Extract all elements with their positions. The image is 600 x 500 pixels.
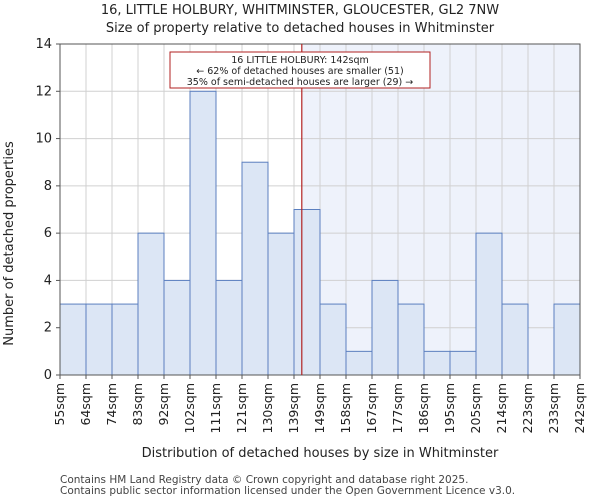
y-tick-label: 0 <box>44 368 52 383</box>
histogram-bar <box>137 232 165 376</box>
x-tick-label: 130sqm <box>260 383 275 433</box>
histogram-bar <box>397 303 425 376</box>
y-tick-label: 4 <box>44 273 52 288</box>
annotation-box <box>169 51 431 89</box>
x-tick-label: 195sqm <box>442 383 457 433</box>
histogram-bar <box>215 279 243 376</box>
x-tick-label: 242sqm <box>572 383 587 433</box>
histogram-bar <box>59 303 87 376</box>
chart-title: 16, LITTLE HOLBURY, WHITMINSTER, GLOUCES… <box>100 3 500 18</box>
y-tick-label: 6 <box>44 226 52 241</box>
histogram-bar <box>371 279 399 376</box>
histogram-bar <box>345 350 373 376</box>
x-tick-label: 55sqm <box>52 383 67 426</box>
histogram-bar <box>293 209 321 376</box>
x-tick-label: 149sqm <box>312 383 327 433</box>
annotation-line: 35% of semi-detached houses are larger (… <box>187 77 414 88</box>
histogram-bar <box>241 161 269 376</box>
histogram-bar <box>319 303 347 376</box>
x-tick-label: 102sqm <box>182 383 197 433</box>
histogram-bar <box>449 350 477 376</box>
highlight-region <box>301 44 580 375</box>
annotation-line: ← 62% of detached houses are smaller (51… <box>196 66 403 77</box>
chart-subtitle: Size of property relative to detached ho… <box>105 21 495 36</box>
y-tick-label: 14 <box>35 37 52 52</box>
histogram-bar <box>475 232 503 376</box>
x-tick-label: 92sqm <box>156 383 171 426</box>
x-tick-label: 223sqm <box>520 383 535 433</box>
y-tick-label: 2 <box>44 321 52 336</box>
histogram-bar <box>111 303 139 376</box>
annotation-line: 16 LITTLE HOLBURY: 142sqm <box>231 55 368 66</box>
x-tick-label: 186sqm <box>416 383 431 433</box>
x-tick-label: 177sqm <box>390 383 405 433</box>
footer-copyright: Contains HM Land Registry data © Crown c… <box>60 474 469 486</box>
histogram-bar <box>85 303 113 376</box>
y-tick-label: 10 <box>35 132 52 147</box>
histogram-bar <box>423 350 451 376</box>
x-tick-label: 233sqm <box>546 383 561 433</box>
x-tick-label: 64sqm <box>78 383 93 426</box>
y-tick-label: 12 <box>35 84 52 99</box>
x-tick-label: 111sqm <box>208 383 223 433</box>
x-tick-label: 121sqm <box>234 383 249 433</box>
footer-licence: Contains public sector information licen… <box>60 485 516 497</box>
histogram-bar <box>189 90 217 376</box>
x-tick-label: 74sqm <box>104 383 119 426</box>
y-tick-label: 8 <box>44 179 52 194</box>
x-axis-label: Distribution of detached houses by size … <box>142 446 499 461</box>
x-tick-label: 214sqm <box>494 383 509 433</box>
x-tick-label: 83sqm <box>130 383 145 426</box>
x-tick-label: 139sqm <box>286 383 301 433</box>
histogram-bar <box>267 232 295 376</box>
x-tick-label: 167sqm <box>364 383 379 433</box>
x-tick-label: 205sqm <box>468 383 483 433</box>
histogram-bar <box>553 303 581 376</box>
y-axis-label: Number of detached properties <box>2 141 17 346</box>
histogram-bar <box>163 279 191 376</box>
x-tick-label: 158sqm <box>338 383 353 433</box>
histogram-bar <box>501 303 529 376</box>
